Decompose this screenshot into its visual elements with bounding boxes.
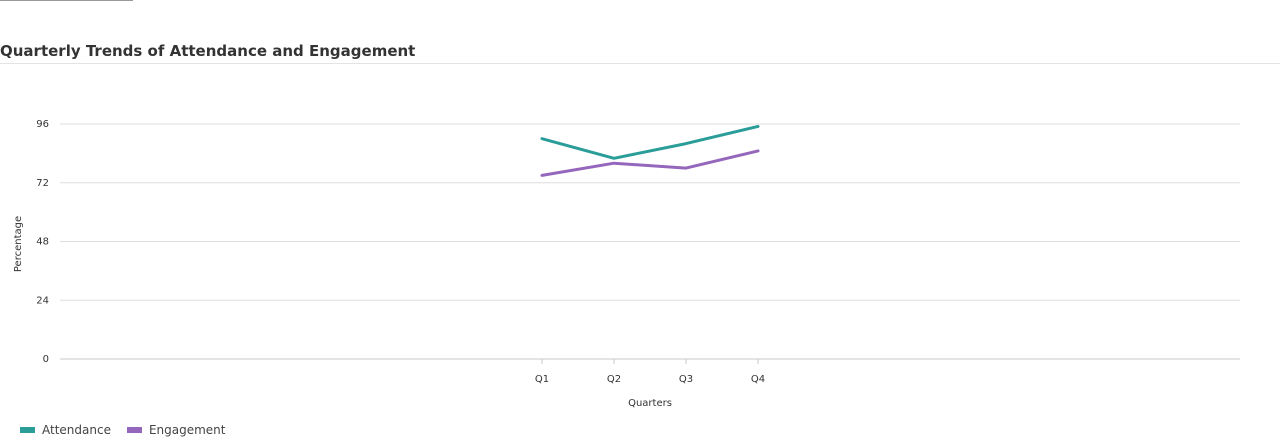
x-tick-label-q3: Q3 [679,374,693,385]
legend-label-engagement: Engagement [148,423,226,437]
series-line-attendance [540,124,760,160]
y-tick-label-0: 0 [43,354,49,365]
y-tick-label-24: 24 [36,295,49,306]
legend-label-attendance: Attendance [42,423,111,437]
x-tick-label-q4: Q4 [751,374,765,385]
series-line-engagement [540,149,760,177]
title-divider [0,63,1280,64]
x-tick-label-q1: Q1 [535,374,549,385]
legend-swatch-attendance [20,427,35,433]
y-tick-label-96: 96 [36,119,49,130]
legend-item-attendance[interactable]: Attendance [20,423,111,437]
x-tick-label-q2: Q2 [607,374,621,385]
legend-item-engagement[interactable]: Engagement [126,423,226,437]
top-divider [0,0,133,1]
legend: Attendance Engagement [20,423,226,437]
legend-swatch-engagement [126,427,142,433]
chart-title: Quarterly Trends of Attendance and Engag… [0,42,416,60]
y-tick-label-48: 48 [36,237,49,248]
x-axis-title: Quarters [628,398,672,409]
y-tick-label-72: 72 [36,178,49,189]
y-axis-title: Percentage [13,216,24,272]
